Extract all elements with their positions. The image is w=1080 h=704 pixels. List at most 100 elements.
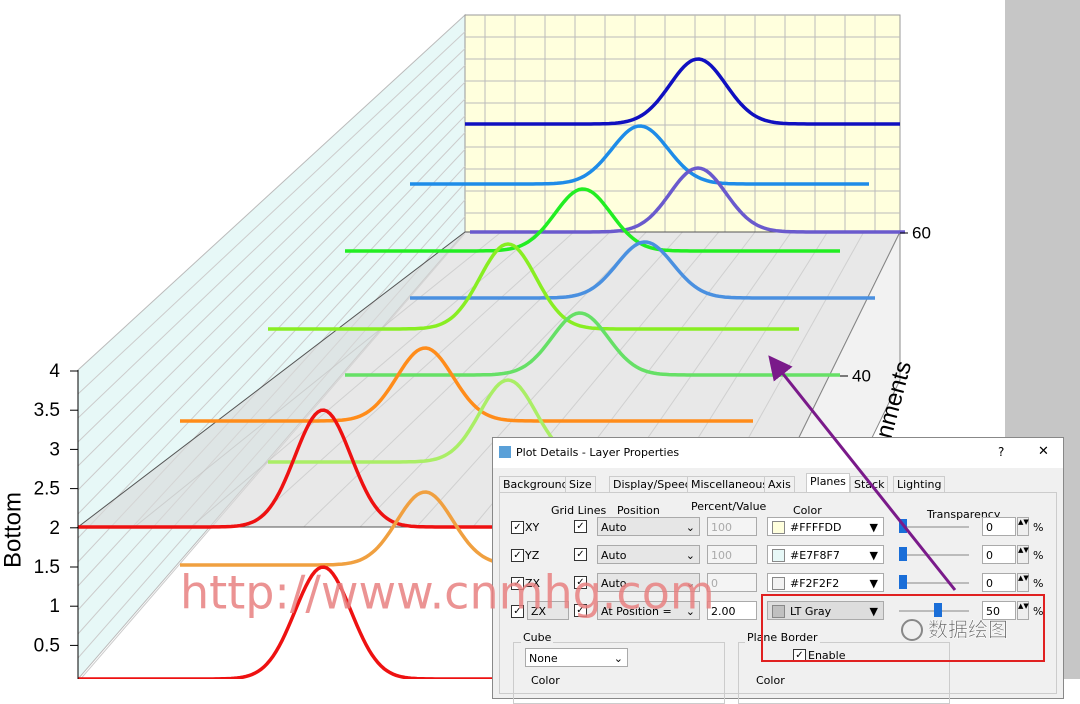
y-tick-label: 2.5 — [34, 479, 60, 500]
grid-line — [77, 48, 466, 419]
percent-sign: % — [1033, 521, 1044, 534]
tab[interactable]: Size — [565, 476, 596, 493]
tab[interactable]: Miscellaneous — [687, 476, 773, 493]
column-header: Color — [793, 504, 822, 517]
percent-sign: % — [1033, 549, 1044, 562]
value-input[interactable]: 0 — [707, 573, 757, 592]
checkbox[interactable]: ✓ — [511, 577, 524, 590]
value-input[interactable]: 2.00 — [707, 601, 757, 620]
curve — [465, 57, 900, 126]
input-value: 2.00 — [711, 605, 736, 618]
slider-thumb[interactable] — [899, 547, 907, 561]
checkbox[interactable]: ✓ — [511, 549, 524, 562]
grid-line — [77, 81, 466, 467]
input-value: 0 — [986, 521, 993, 534]
spin-buttons[interactable]: ▲▼ — [1017, 573, 1029, 592]
grid-line — [77, 65, 466, 443]
field-label: Color — [756, 674, 785, 687]
group-label: Cube — [521, 631, 554, 644]
spin-buttons[interactable]: ▲▼ — [1017, 517, 1029, 536]
position-select[interactable]: At Position = ⌄ — [597, 601, 700, 620]
color-name: #F2F2F2 — [790, 577, 840, 590]
slider-thumb[interactable] — [899, 575, 907, 589]
dropdown-arrow: ▼ — [869, 605, 878, 618]
spin-input[interactable]: 0 — [982, 545, 1016, 564]
dialog: Plot Details - Layer Properties ? ✕ Back… — [492, 437, 1064, 704]
checkbox[interactable]: ✓ — [511, 521, 524, 534]
value-input[interactable]: 100 — [707, 545, 757, 564]
select-value: Auto — [601, 549, 627, 562]
dropdown-arrow: ⌄ — [613, 652, 623, 665]
checkbox[interactable]: ✓ — [574, 576, 587, 589]
curve — [78, 565, 699, 679]
color-name: LT Gray — [790, 605, 832, 618]
z-tick-label: 40 — [852, 366, 871, 385]
plane-select[interactable]: ZX — [527, 601, 569, 620]
slider-thumb[interactable] — [899, 519, 907, 533]
color-select[interactable]: LT Gray ▼ — [767, 601, 884, 620]
dropdown-arrow: ▼ — [869, 549, 878, 562]
checkbox[interactable]: ✓ — [574, 604, 587, 617]
color-swatch — [772, 605, 785, 618]
cube-select[interactable]: None ⌄ — [525, 648, 628, 667]
column-header: Percent/Value — [691, 500, 767, 513]
checkbox[interactable]: ✓ — [574, 520, 587, 533]
color-select[interactable]: #E7F8F7 ▼ — [767, 545, 884, 564]
y-axis-title: Bottom — [0, 492, 26, 568]
dropdown-arrow: ⌄ — [685, 577, 695, 590]
color-name: #E7F8F7 — [790, 549, 840, 562]
color-swatch — [772, 521, 785, 534]
position-select[interactable]: Auto ⌄ — [597, 517, 700, 536]
dropdown-arrow: ⌄ — [685, 605, 695, 618]
y-tick-label: 3.5 — [34, 400, 60, 421]
position-select[interactable]: Auto ⌄ — [597, 573, 700, 592]
checkbox[interactable]: ✓ — [793, 649, 806, 662]
plane-label: YZ — [525, 549, 540, 562]
curve — [345, 311, 840, 377]
input-value: 100 — [711, 549, 732, 562]
spin-buttons[interactable]: ▲▼ — [1017, 545, 1029, 564]
plane-label: XY — [525, 521, 540, 534]
close-button[interactable]: ✕ — [1038, 444, 1049, 459]
curve — [268, 242, 799, 331]
spin-input[interactable]: 0 — [982, 573, 1016, 592]
curve — [345, 187, 840, 253]
tab[interactable]: Background — [499, 476, 573, 493]
app-icon — [499, 446, 511, 458]
y-tick-label: 1 — [49, 596, 60, 617]
slider-track — [899, 526, 969, 528]
group-label: Plane Border — [745, 631, 820, 644]
z-tick-label: 60 — [912, 223, 931, 242]
value-input[interactable]: 100 — [707, 517, 757, 536]
checkbox[interactable]: ✓ — [574, 548, 587, 561]
y-tick-label: 1.5 — [34, 557, 60, 578]
grid-line — [77, 132, 466, 539]
color-name: #FFFFDD — [790, 521, 842, 534]
column-header: Grid Lines — [551, 504, 607, 517]
help-button[interactable]: ? — [998, 445, 1005, 459]
color-select[interactable]: #F2F2F2 ▼ — [767, 573, 884, 592]
tab[interactable]: Display/Speed — [609, 476, 696, 493]
dropdown-arrow: ⌄ — [685, 549, 695, 562]
curve — [470, 166, 905, 234]
select-value: Auto — [601, 577, 627, 590]
grid-line — [77, 31, 466, 395]
slider-track — [899, 554, 969, 556]
curve — [410, 124, 869, 186]
spin-buttons[interactable]: ▲▼ — [1017, 601, 1029, 620]
y-tick-label: 3 — [49, 439, 60, 460]
checkbox[interactable]: ✓ — [511, 605, 524, 618]
input-value: 0 — [986, 549, 993, 562]
y-tick-label: 0.5 — [34, 635, 60, 656]
field-label: Color — [531, 674, 560, 687]
curve — [180, 346, 753, 423]
dropdown-arrow: ⌄ — [685, 521, 695, 534]
position-select[interactable]: Auto ⌄ — [597, 545, 700, 564]
spin-input[interactable]: 50 — [982, 601, 1016, 620]
color-select[interactable]: #FFFFDD ▼ — [767, 517, 884, 536]
select-value: Auto — [601, 521, 627, 534]
color-swatch — [772, 577, 785, 590]
slider-thumb[interactable] — [934, 603, 942, 617]
spin-input[interactable]: 0 — [982, 517, 1016, 536]
